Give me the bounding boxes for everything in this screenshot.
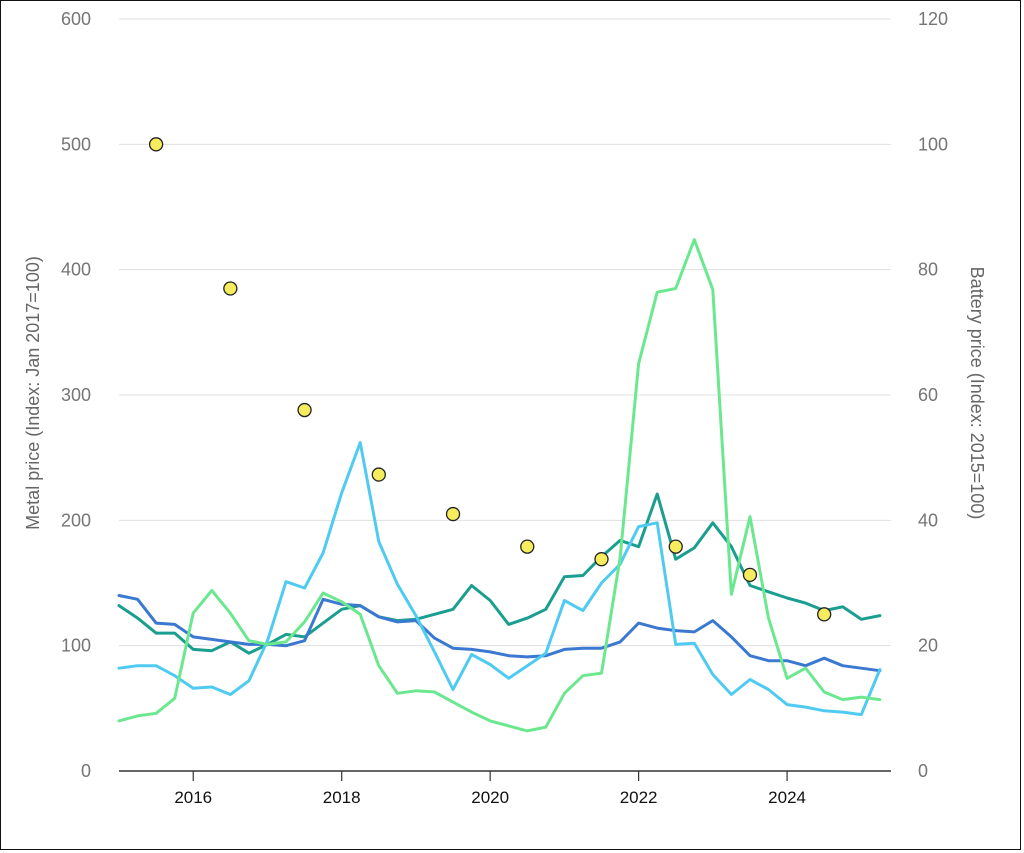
battery-price-point-0 [148,137,164,152]
y-right-tick-label-3: 60 [918,385,938,405]
x-axis-ticks: 2016 2018 2020 2022 2024 [174,771,806,807]
y-axis-left-ticks: 0 100 200 300 400 500 600 [61,9,91,781]
x-tick-label-2: 2020 [471,788,509,807]
battery-price-point-3 [371,467,386,482]
y-left-tick-label-3: 300 [61,385,91,405]
battery-price-point-2 [297,402,312,418]
x-tick-label-3: 2022 [620,788,658,807]
series-line-2 [117,441,882,717]
y-right-tick-label-6: 120 [918,9,948,29]
battery-price-point-9 [817,607,832,622]
y-axis-left-title: Metal price (Index: Jan 2017=100) [23,256,43,530]
y-left-tick-label-0: 0 [81,761,91,781]
battery-price-point-7 [668,539,683,554]
y-left-tick-label-5: 500 [61,134,91,154]
series-line-3 [117,238,882,733]
y-left-tick-label-1: 100 [61,636,91,656]
y-right-tick-label-0: 0 [918,761,928,781]
y-axis-right-ticks: 0 20 40 60 80 100 120 [918,9,948,781]
y-right-tick-label-5: 100 [918,134,948,154]
x-tick-label-0: 2016 [174,788,212,807]
battery-price-point-6 [594,552,609,567]
battery-price-point-8 [742,567,758,583]
series-line-1 [117,594,882,673]
series-line-0 [117,492,882,655]
x-tick-label-1: 2018 [323,788,361,807]
battery-price-point-1 [223,281,238,296]
battery-price-point-5 [520,539,535,554]
y-axis-right-title: Battery price (Index: 2015=100) [967,267,987,520]
gridlines [119,18,891,647]
y-right-tick-label-4: 80 [918,260,938,280]
y-right-tick-label-2: 40 [918,510,938,530]
y-right-tick-label-1: 20 [918,636,938,656]
y-left-tick-label-2: 200 [61,510,91,530]
y-left-tick-label-4: 400 [61,260,91,280]
x-tick-label-4: 2024 [768,788,806,807]
battery-price-point-4 [445,506,461,522]
y-left-tick-label-6: 600 [61,9,91,29]
battery-price-points [148,137,832,622]
series-lines [117,238,882,733]
